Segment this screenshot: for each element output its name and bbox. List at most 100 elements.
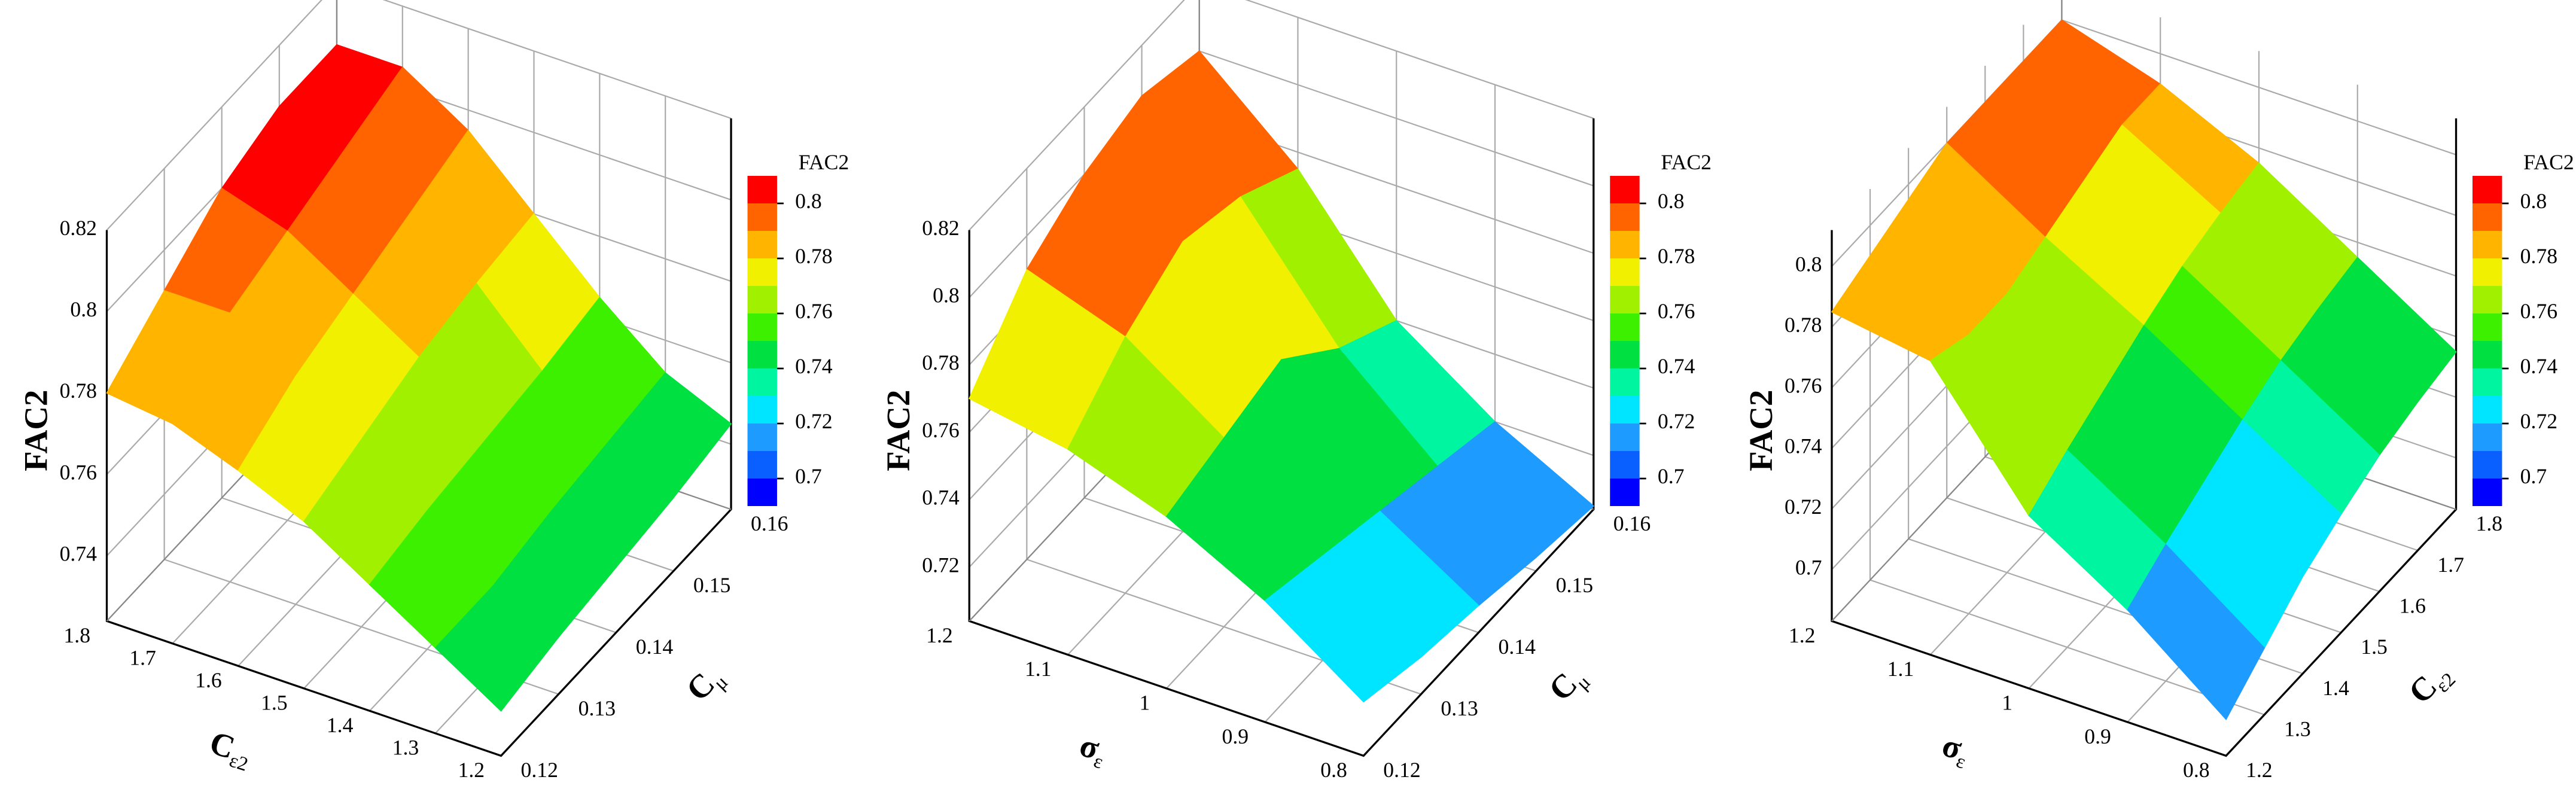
colorbar-band xyxy=(747,286,777,314)
z-tick-label: 0.8 xyxy=(1795,252,1822,276)
colorbar-label: 0.76 xyxy=(795,299,832,323)
x-tick-label: 0.9 xyxy=(2084,724,2111,748)
x-tick-label: 1.2 xyxy=(1789,623,1816,647)
z-tick-label: 0.8 xyxy=(70,297,97,321)
x-tick-label: 0.9 xyxy=(1222,724,1249,748)
y-tick-label: 0.12 xyxy=(521,758,558,782)
z-tick-label: 0.72 xyxy=(1785,495,1822,519)
colorbar-band xyxy=(2472,368,2502,396)
colorbar-band xyxy=(1610,203,1640,231)
z-tick-label: 0.74 xyxy=(1785,434,1822,458)
y-axis-label: Cμ xyxy=(1542,657,1595,711)
grid-line xyxy=(106,0,732,231)
y-tick-label: 0.15 xyxy=(1556,573,1593,597)
z-axis-label: FAC2 xyxy=(18,390,54,471)
y-tick-label: 0.16 xyxy=(751,511,788,535)
surface xyxy=(969,50,1595,703)
colorbar-band xyxy=(1610,231,1640,259)
colorbar-band xyxy=(1610,286,1640,314)
colorbar-label: 0.7 xyxy=(2520,464,2547,488)
colorbar-title: FAC2 xyxy=(799,150,849,174)
colorbar-band xyxy=(2472,341,2502,369)
y-axis-label-main: C xyxy=(2401,668,2444,710)
y-tick-label: 1.2 xyxy=(2246,758,2273,782)
colorbar-band xyxy=(1610,423,1640,451)
x-tick-label: 1.2 xyxy=(926,623,953,647)
z-axis-label: FAC2 xyxy=(1743,390,1779,471)
z-tick-label: 0.76 xyxy=(1785,373,1822,397)
colorbar-band xyxy=(2472,313,2502,342)
y-tick-label: 1.7 xyxy=(2437,553,2464,577)
colorbar-band xyxy=(2472,450,2502,479)
surface-patch xyxy=(2127,544,2266,721)
z-tick-label: 0.8 xyxy=(933,284,960,307)
colorbar-label: 0.74 xyxy=(795,354,833,378)
x-tick-label: 1.5 xyxy=(261,690,288,714)
x-tick-label: 1.1 xyxy=(1025,657,1052,681)
y-tick-label: 0.14 xyxy=(636,635,674,659)
colorbar-label: 0.78 xyxy=(1658,244,1695,268)
y-axis-label-main: C xyxy=(679,665,721,708)
surface xyxy=(1831,19,2457,721)
z-axis-label: FAC2 xyxy=(880,390,916,471)
colorbar-band xyxy=(747,176,777,204)
colorbar-band xyxy=(747,341,777,369)
colorbar-band xyxy=(747,396,777,424)
colorbar-label: 0.8 xyxy=(1658,189,1685,213)
axis-line xyxy=(968,118,1595,757)
colorbar-title: FAC2 xyxy=(1661,150,1712,174)
axis-line xyxy=(1831,118,2458,757)
y-tick-label: 0.15 xyxy=(693,573,730,597)
y-tick-label: 0.12 xyxy=(1383,758,1420,782)
y-tick-label: 1.4 xyxy=(2322,676,2349,700)
z-tick-label: 0.78 xyxy=(922,351,959,374)
colorbar-band xyxy=(2472,286,2502,314)
y-axis-label: Cμ xyxy=(679,657,732,711)
x-tick-label: 1.3 xyxy=(392,736,419,760)
colorbar-label: 0.76 xyxy=(1658,299,1695,323)
y-tick-label: 0.13 xyxy=(578,696,616,720)
colorbar-band xyxy=(747,368,777,396)
x-tick-label: 1 xyxy=(1139,690,1150,714)
colorbar-band xyxy=(747,231,777,259)
colorbar-label: 0.7 xyxy=(1658,464,1685,488)
z-tick-label: 0.7 xyxy=(1795,555,1822,579)
colorbar-label: 0.72 xyxy=(2520,409,2557,433)
colorbar-label: 0.72 xyxy=(795,409,832,433)
colorbar-band xyxy=(1610,368,1640,396)
colorbar-band xyxy=(1610,341,1640,369)
y-tick-label: 0.13 xyxy=(1441,696,1478,720)
y-axis-label: Cε2 xyxy=(2401,655,2460,714)
colorbar-label: 0.7 xyxy=(795,464,822,488)
y-axis-label-main: C xyxy=(1542,665,1584,708)
x-tick-label: 1.1 xyxy=(1887,657,1914,681)
colorbar-band xyxy=(747,423,777,451)
colorbar-label: 0.78 xyxy=(795,244,832,268)
y-tick-label: 0.16 xyxy=(1613,511,1651,535)
colorbar-label: 0.8 xyxy=(2520,189,2547,213)
colorbar-band xyxy=(747,313,777,342)
y-tick-label: 1.5 xyxy=(2361,635,2388,659)
colorbar-title: FAC2 xyxy=(2523,150,2574,174)
y-tick-label: 1.8 xyxy=(2475,511,2502,535)
x-tick-label: 1.4 xyxy=(327,713,354,737)
colorbar-band xyxy=(2472,176,2502,204)
colorbar-label: 0.72 xyxy=(1658,409,1695,433)
axis-line xyxy=(105,118,732,757)
z-tick-label: 0.74 xyxy=(922,486,960,510)
colorbar-band xyxy=(2472,423,2502,451)
colorbar-label: 0.78 xyxy=(2520,244,2557,268)
colorbar-band xyxy=(1610,478,1640,506)
x-tick-label: 1.8 xyxy=(63,623,90,647)
colorbar-label: 0.76 xyxy=(2520,299,2557,323)
colorbar-band xyxy=(2472,231,2502,259)
y-tick-label: 1.3 xyxy=(2284,717,2311,741)
z-tick-label: 0.78 xyxy=(1785,313,1822,337)
z-tick-label: 0.74 xyxy=(60,541,98,565)
z-tick-label: 0.78 xyxy=(60,379,97,403)
x-tick-label: 1 xyxy=(2002,690,2012,714)
y-tick-label: 0.14 xyxy=(1499,635,1536,659)
x-tick-label: 1.6 xyxy=(195,668,222,692)
